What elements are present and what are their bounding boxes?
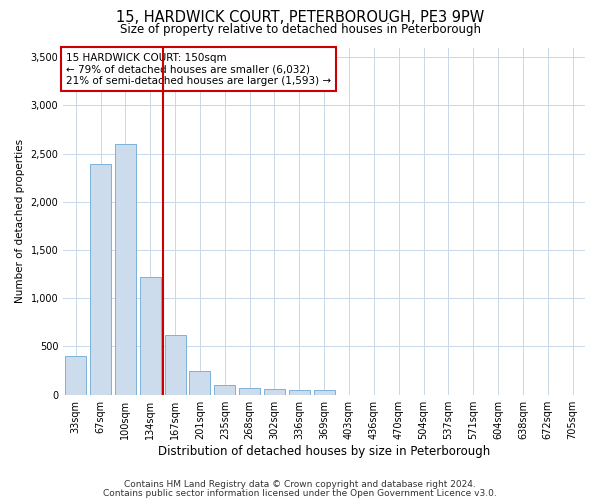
Bar	[289, 390, 310, 394]
Bar	[90, 164, 111, 394]
Bar	[190, 370, 211, 394]
Bar	[239, 388, 260, 394]
Bar	[65, 356, 86, 395]
Bar	[264, 390, 285, 394]
Text: Size of property relative to detached houses in Peterborough: Size of property relative to detached ho…	[119, 22, 481, 36]
Bar	[164, 335, 185, 394]
Text: 15 HARDWICK COURT: 150sqm
← 79% of detached houses are smaller (6,032)
21% of se: 15 HARDWICK COURT: 150sqm ← 79% of detac…	[66, 52, 331, 86]
Bar	[214, 384, 235, 394]
Text: Contains HM Land Registry data © Crown copyright and database right 2024.: Contains HM Land Registry data © Crown c…	[124, 480, 476, 489]
Bar	[314, 390, 335, 394]
Text: 15, HARDWICK COURT, PETERBOROUGH, PE3 9PW: 15, HARDWICK COURT, PETERBOROUGH, PE3 9P…	[116, 10, 484, 25]
X-axis label: Distribution of detached houses by size in Peterborough: Distribution of detached houses by size …	[158, 444, 490, 458]
Text: Contains public sector information licensed under the Open Government Licence v3: Contains public sector information licen…	[103, 488, 497, 498]
Bar	[140, 277, 161, 394]
Y-axis label: Number of detached properties: Number of detached properties	[15, 139, 25, 303]
Bar	[115, 144, 136, 395]
